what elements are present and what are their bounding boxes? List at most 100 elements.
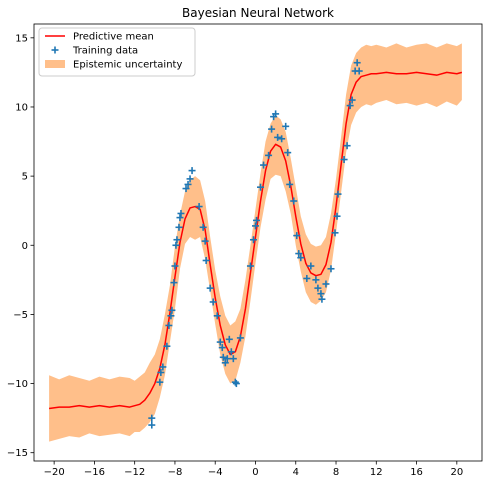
training-point [290, 197, 298, 205]
training-data-layer [148, 59, 363, 429]
training-point [168, 306, 176, 314]
training-point [346, 102, 354, 110]
legend-training-label: Training data [72, 46, 138, 57]
x-tick-label: −12 [124, 467, 145, 478]
training-point [249, 236, 257, 244]
training-point [334, 190, 342, 198]
training-point [148, 421, 156, 429]
x-tick-label: −20 [44, 467, 65, 478]
training-point [252, 216, 260, 224]
training-point [340, 156, 348, 164]
training-point [232, 380, 240, 388]
training-point [307, 262, 315, 270]
training-point [333, 212, 341, 220]
y-tick-label: 10 [15, 102, 28, 113]
y-tick-label: −5 [13, 310, 28, 321]
y-tick-label: −15 [7, 448, 28, 459]
training-point [182, 185, 190, 193]
training-point [213, 312, 221, 320]
training-point [156, 378, 164, 386]
y-tick-label: 5 [22, 172, 28, 183]
training-point [209, 298, 217, 306]
x-tick-label: 4 [293, 467, 299, 478]
training-point [223, 355, 231, 363]
x-tick-label: 12 [370, 467, 383, 478]
training-point [295, 250, 303, 258]
plot-area [48, 43, 463, 442]
y-tick-label: 0 [22, 241, 28, 252]
training-point [278, 135, 286, 143]
training-point [265, 151, 273, 159]
training-point [201, 237, 209, 245]
training-point [293, 232, 301, 240]
training-point [157, 368, 165, 376]
training-point [199, 223, 207, 231]
x-tick-label: 0 [252, 467, 258, 478]
plot-frame [33, 23, 483, 462]
x-tick-label: 20 [450, 467, 463, 478]
x-tick-label: −4 [208, 467, 223, 478]
y-tick-label: −10 [7, 379, 28, 390]
y-tick-label: 15 [15, 33, 28, 44]
training-point [322, 280, 330, 288]
legend-training-swatch [51, 46, 59, 54]
training-point [216, 338, 224, 346]
training-point [303, 274, 311, 282]
training-point [231, 378, 239, 386]
legend-mean-label: Predictive mean [73, 32, 154, 43]
training-point [167, 312, 175, 320]
training-point [317, 290, 325, 298]
training-point [286, 180, 294, 188]
chart-title: Bayesian Neural Network [182, 6, 334, 20]
legend-box [38, 27, 196, 77]
training-point [343, 142, 351, 150]
predictive-mean-layer [48, 71, 463, 410]
training-point [175, 223, 183, 231]
training-point [184, 180, 192, 188]
training-point [176, 214, 184, 222]
training-point [257, 183, 265, 191]
training-point [314, 284, 322, 292]
training-point [355, 67, 363, 75]
training-point [246, 262, 254, 270]
training-point [327, 265, 335, 273]
training-point [227, 348, 235, 356]
training-point [188, 167, 196, 175]
training-point [165, 321, 173, 329]
x-tick-label: 16 [410, 467, 423, 478]
training-point [312, 276, 320, 284]
training-point [331, 229, 339, 237]
training-point [236, 334, 244, 342]
training-point [225, 335, 233, 343]
x-tick-label: −8 [168, 467, 183, 478]
x-axis-ticks: −20 −16 −12 −8 −4 0 4 8 12 16 20 [44, 461, 463, 478]
training-point [186, 175, 194, 183]
training-point [284, 149, 292, 157]
training-point [272, 110, 280, 118]
predictive-mean-line [48, 71, 463, 410]
training-point [170, 279, 178, 287]
training-point [260, 161, 268, 169]
training-point [297, 254, 305, 262]
training-point [159, 363, 167, 371]
training-point [177, 209, 185, 217]
training-point [251, 222, 259, 230]
y-axis-ticks: −15 −10 −5 0 5 10 15 [7, 33, 34, 459]
training-point [229, 355, 237, 363]
training-point [268, 125, 276, 133]
legend: Predictive mean Training data Epistemic … [38, 27, 196, 77]
training-point [206, 284, 214, 292]
x-tick-label: 8 [333, 467, 339, 478]
uncertainty-band-layer [49, 43, 462, 442]
training-point [348, 96, 356, 104]
training-point [173, 236, 181, 244]
training-point [282, 122, 290, 130]
uncertainty-band [49, 43, 462, 442]
legend-band-label: Epistemic uncertainty [73, 60, 182, 71]
legend-band-swatch [45, 60, 65, 68]
training-point [195, 203, 203, 211]
training-point [202, 256, 210, 264]
training-point [219, 353, 227, 361]
training-point [218, 344, 226, 352]
training-point [172, 241, 180, 249]
